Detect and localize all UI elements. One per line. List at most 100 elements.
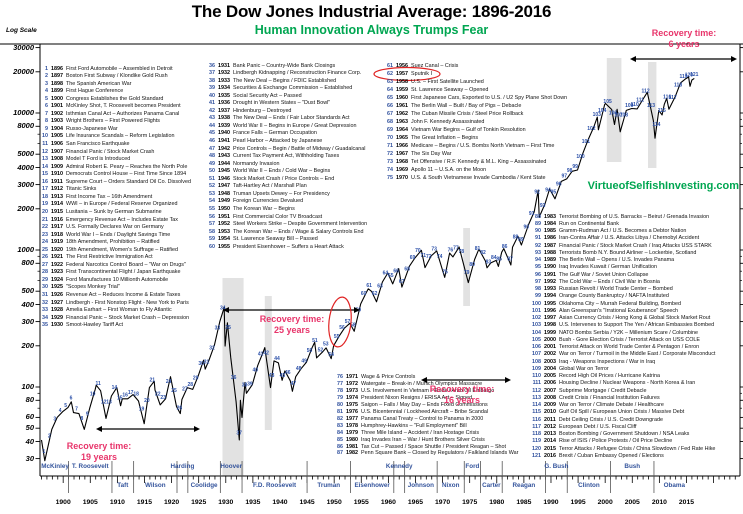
event-list-item: 82 1977 Panama Canal Treaty – Control to P… [333, 416, 483, 422]
x-axis-year-label: 1905 [82, 499, 98, 506]
event-year: 1932 [218, 70, 230, 77]
event-text: Global War on Terror [559, 365, 609, 372]
event-text: Wage & Price Controls [361, 374, 416, 380]
event-number-marker: 111 [636, 97, 644, 103]
event-year: 1917 [51, 224, 63, 231]
event-list-item: 43 1938 The New Deal – Ends / Fair Labor S… [205, 115, 350, 122]
event-text: The Great Inflation – Begins [411, 134, 479, 141]
event-year: 2009 [544, 402, 556, 408]
event-list-item: 106 2001 Terrorist Attack on World Trade C… [529, 344, 699, 350]
event-text: Gramm-Rudman Act / U.S. Becomes a Debtor… [559, 228, 687, 234]
event-number-marker: 38 [242, 382, 248, 388]
arrowhead-left [96, 426, 102, 432]
event-list-item: 63 1958 U.S. – First Satellite Launched [383, 79, 484, 85]
event-number: 14 [42, 163, 48, 170]
event-number-marker: 84 [491, 255, 497, 261]
event-number: 110 [532, 373, 541, 379]
event-year: 1899 [51, 88, 63, 95]
event-number-marker: 33 [215, 326, 221, 332]
event-number: 19 [42, 201, 48, 208]
event-list-item: 109 2004 Global War on Terror [529, 365, 609, 372]
event-text: Oklahoma City – Murrah Federal Building,… [559, 300, 681, 307]
event-text: Rise of ISIS / Police Protests / Oil Pri… [559, 438, 673, 445]
event-number-marker: 89 [518, 237, 524, 243]
event-text: Lindbergh - First Nonstop Flight - New Y… [66, 299, 189, 306]
event-text: War on Terror / Climate Debate / Healthc… [559, 402, 664, 408]
event-text: The Berlin Wall – Built / Bay of Pigs – … [411, 102, 522, 109]
event-list-item: 46 1941 Pearl Harbor – Attacked by Japanes… [205, 138, 322, 144]
event-list-item: 22 1917 U.S. Formally Declares War on Germ… [38, 224, 164, 231]
recovery-label: Recovery time: [429, 384, 495, 394]
president-label: Hoover [220, 462, 243, 470]
event-number-marker: 46 [285, 370, 291, 376]
event-year: 1960 [396, 94, 408, 101]
event-number: 37 [209, 70, 215, 77]
event-list-item: 33 1928 Amelia Earhart – First Woman to Fl… [38, 307, 172, 313]
event-text: Run on Continental Bank [559, 220, 619, 227]
event-text: The Korean War – Begins [233, 205, 295, 212]
event-number-marker: 45 [280, 373, 286, 379]
event-list-item: 72 1967 The Six Day War [383, 150, 452, 157]
event-year: 1987 [544, 242, 556, 249]
event-number-marker: 102 [587, 126, 596, 132]
event-number: 5 [45, 95, 48, 102]
event-text: Life Insurance Scandals – Reform Legisla… [66, 133, 175, 140]
event-year: 1933 [218, 77, 230, 84]
event-list-item: 88 1983 Terrorist Bombing of U.S. Barracks… [529, 214, 709, 220]
event-number-marker: 53 [323, 342, 329, 348]
event-list-item: 74 1969 Apollo 11 – U.S.A. on the Moon [383, 167, 486, 173]
event-year: 1901 [51, 103, 63, 110]
event-number-marker: 115 [658, 108, 666, 114]
event-year: 1896 [51, 65, 63, 72]
event-number-marker: 112 [642, 89, 650, 95]
event-text: Asian Currency Crisis / Hong Kong & Glob… [559, 315, 711, 321]
event-text: World War II – Ends / Cold War – Begins [233, 168, 331, 175]
event-text: The Korean War – Ends / Wage & Salary Co… [233, 228, 364, 235]
president-label: Obama [663, 481, 685, 489]
event-list-item: 95 1990 Iraq Invades Kuwait / German Unifi… [529, 264, 657, 270]
event-number-marker: 108 [620, 113, 629, 119]
x-axis-year-label: 2010 [651, 499, 667, 506]
event-list-item: 42 1937 Hindenburg – Destroyed [205, 107, 292, 114]
event-list-item: 18 1913 First Income Tax – 16th Amendment [38, 194, 152, 200]
event-text: Iran-Contra Affair / U.S. Attacks Libya … [559, 235, 700, 242]
event-text: Russian Revolt / World Trade Center – Bo… [559, 286, 673, 292]
event-number: 70 [387, 134, 393, 141]
event-year: 2006 [544, 380, 556, 387]
event-number: 57 [209, 221, 215, 228]
event-year: 1999 [544, 329, 556, 336]
event-text: The Six Day War [411, 150, 452, 157]
event-number-marker: 64 [383, 271, 389, 277]
event-list-item: 7 1902 Isthmian Canal Act – Authorizes Pan… [38, 111, 179, 117]
event-number-marker: 74 [437, 254, 443, 260]
event-list-item: 28 1923 First Transcontinental Flight / Ja… [38, 269, 180, 275]
event-year: 1900 [51, 95, 63, 102]
event-number-marker: 32 [209, 345, 215, 351]
event-list-item: 99 1994 Orange County Bankruptcy / NAFTA I… [529, 293, 669, 299]
event-text: Vietnam War Begins – Gulf of Tonkin Reso… [411, 126, 526, 133]
event-number: 69 [387, 126, 393, 133]
event-year: 1931 [218, 62, 230, 69]
event-text: The New Deal – Ends / Fair Labor Standar… [233, 115, 350, 122]
event-list-item: 34 1929 Financial Panic – Stock Market Cra… [38, 315, 189, 321]
event-list-item: 32 1927 Lindbergh - First Nonstop Flight -… [38, 299, 189, 306]
event-number: 39 [209, 85, 215, 92]
event-number-marker: 50 [307, 348, 313, 354]
x-axis-year-label: 1955 [353, 499, 369, 506]
event-number: 4 [45, 88, 48, 95]
event-number-marker: 6 [70, 396, 73, 402]
event-number-marker: 83 [486, 260, 492, 266]
event-list-item: 12 1907 Financial Panic / Stock Market Cra… [38, 149, 154, 155]
event-list-item: 118 2013 Boston Bombing / Government Shutd… [529, 431, 689, 437]
event-year: 1979 [346, 429, 358, 436]
event-text: Wright Brothers – First Powered Flights [66, 118, 160, 125]
event-year: 2003 [544, 358, 556, 365]
event-number-marker: 65 [388, 273, 394, 279]
event-text: Hindenburg – Destroyed [233, 107, 292, 114]
event-list-item: 89 1984 Run on Continental Bank [529, 220, 619, 227]
event-number-marker: 113 [647, 103, 655, 109]
event-number: 90 [535, 228, 541, 234]
event-year: 1954 [218, 236, 230, 243]
event-year: 1985 [544, 228, 556, 234]
event-text: The Cold War – Ends / Civil War in Bosni… [559, 278, 660, 285]
